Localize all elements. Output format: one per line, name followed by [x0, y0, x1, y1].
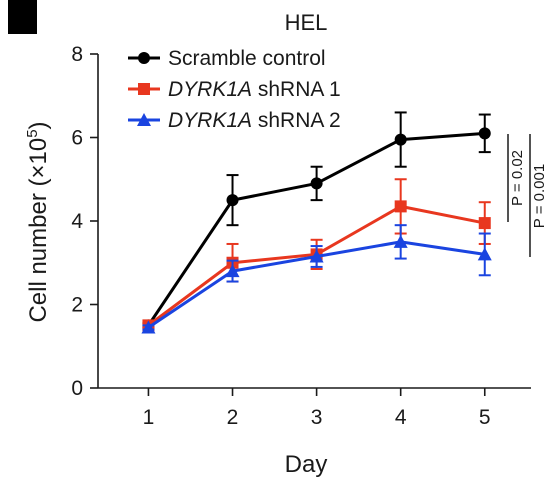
- data-point: [309, 249, 324, 263]
- legend-marker: [138, 83, 150, 95]
- legend-label: Scramble control: [168, 47, 326, 70]
- y-axis-title-close: ): [25, 121, 52, 129]
- series-1: [142, 111, 491, 332]
- data-point: [310, 177, 323, 190]
- legend-label-italic: DYRK1A: [168, 109, 252, 132]
- p-value-label-2: P = 0.001: [531, 164, 548, 228]
- y-axis-title-main: Cell number (×10: [25, 138, 52, 323]
- x-tick-label: 1: [143, 406, 155, 429]
- p-value-label-1: P = 0.02: [509, 150, 526, 206]
- legend: Scramble control DYRK1A shRNA 1 DYRK1A s…: [128, 47, 341, 132]
- data-point: [225, 264, 240, 278]
- y-tick-label: 4: [71, 210, 83, 233]
- y-axis-title-superscript: 5: [24, 129, 41, 137]
- y-axis-title: Cell number (×105): [24, 121, 52, 322]
- legend-label: DYRK1A shRNA 1: [168, 78, 341, 101]
- legend-label-rest: shRNA 2: [252, 109, 341, 132]
- x-tick-label: 3: [311, 406, 323, 429]
- data-point: [141, 320, 156, 334]
- legend-label-italic: DYRK1A: [168, 78, 252, 101]
- chart-title: HEL: [285, 10, 328, 35]
- legend-item-dyrk1a-shrna-2: DYRK1A shRNA 2: [128, 109, 341, 132]
- y-tick-label: 8: [71, 43, 83, 66]
- series-line: [147, 131, 485, 327]
- panel-label-block: [8, 0, 37, 34]
- series-3: [141, 224, 492, 334]
- legend-label: DYRK1A shRNA 2: [168, 109, 341, 132]
- legend-item-dyrk1a-shrna-1: DYRK1A shRNA 1: [128, 78, 341, 101]
- y-tick-label: 0: [71, 377, 83, 400]
- data-point: [478, 127, 491, 140]
- significance-annotations: P = 0.02 P = 0.001: [507, 134, 548, 257]
- legend-marker: [137, 113, 151, 126]
- data-point: [477, 247, 492, 261]
- data-point: [226, 194, 239, 207]
- data-point: [478, 217, 491, 230]
- x-tick-label: 5: [479, 406, 491, 429]
- data-point: [394, 133, 407, 146]
- legend-item-scramble-control: Scramble control: [128, 47, 326, 70]
- series-layer: [141, 111, 492, 334]
- legend-marker: [138, 52, 150, 64]
- x-tick-label: 4: [395, 406, 407, 429]
- legend-label-rest: Scramble control: [168, 47, 326, 70]
- data-point: [393, 234, 408, 248]
- axes: 0 2 4 6 8 1 2 3 4 5: [71, 43, 531, 429]
- y-tick-label: 6: [71, 127, 83, 150]
- x-tick-label: 2: [227, 406, 239, 429]
- y-tick-label: 2: [71, 294, 83, 317]
- data-point: [394, 200, 407, 213]
- x-axis-title: Day: [285, 451, 328, 478]
- legend-label-rest: shRNA 1: [252, 78, 341, 101]
